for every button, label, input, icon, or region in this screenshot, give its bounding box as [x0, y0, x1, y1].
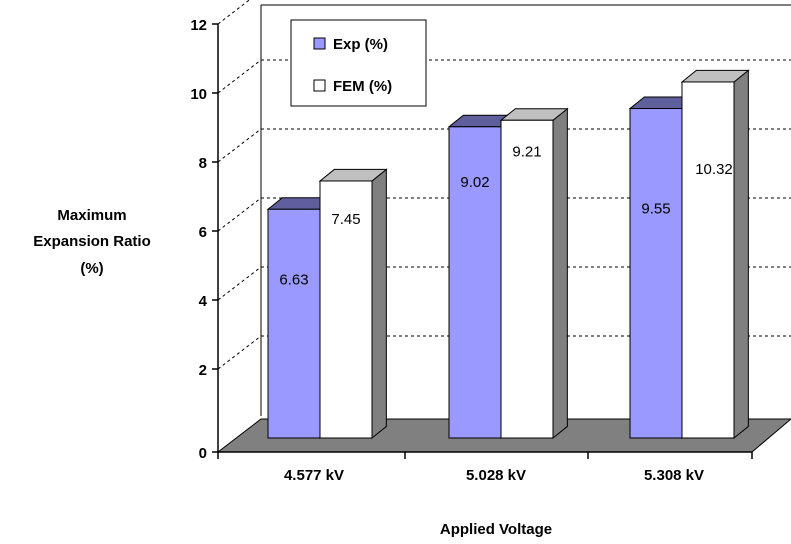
- legend-label-fem: FEM (%): [333, 78, 392, 95]
- y-axis-label-line-3: (%): [80, 260, 103, 277]
- side-gridline: [217, 197, 262, 232]
- legend-swatch-exp: [313, 37, 326, 50]
- bar: [499, 107, 569, 440]
- y-axis: 0 2 4 6 8 10 12: [190, 17, 219, 462]
- bar-front: [500, 119, 554, 439]
- bar-front: [629, 108, 683, 439]
- side-gridline: [217, 0, 251, 25]
- bar-front: [319, 180, 373, 439]
- side-gridline: [217, 128, 262, 163]
- bar-front: [267, 208, 321, 439]
- data-label: 9.02: [460, 174, 489, 191]
- x-tick-label: 5.308 kV: [644, 467, 704, 484]
- y-axis-label-line-1: Maximum: [57, 207, 126, 224]
- data-label: 10.32: [695, 161, 733, 178]
- data-label: 6.63: [279, 271, 308, 288]
- bar: [680, 69, 750, 440]
- data-labels: 6.63 7.45 9.02 9.21 9.55 10.32: [279, 143, 732, 288]
- bar-side: [733, 69, 749, 440]
- bar-front: [681, 81, 735, 439]
- legend-box: [290, 19, 427, 107]
- y-tick-label: 4: [199, 293, 208, 310]
- data-label: 9.55: [641, 201, 670, 218]
- bar-side: [371, 168, 387, 440]
- bars: [266, 69, 750, 440]
- legend: Exp (%) FEM (%): [290, 19, 427, 107]
- y-tick-label: 10: [190, 86, 207, 103]
- legend-swatch-fem: [313, 79, 326, 92]
- y-tick-label: 6: [199, 224, 207, 241]
- y-tick-label: 8: [199, 155, 207, 172]
- side-gridline: [217, 266, 262, 301]
- legend-label-exp: Exp (%): [333, 36, 388, 53]
- y-axis-label-line-2: Expansion Ratio: [33, 233, 151, 250]
- x-tick-label: 5.028 kV: [466, 467, 526, 484]
- side-gridline: [217, 335, 262, 370]
- data-label: 7.45: [331, 211, 360, 228]
- x-axis: 4.577 kV 5.028 kV 5.308 kV: [217, 451, 753, 484]
- y-tick-label: 2: [199, 362, 207, 379]
- bar: [318, 168, 388, 440]
- x-tick-label: 4.577 kV: [284, 467, 344, 484]
- y-tick-label: 0: [199, 445, 207, 462]
- bar-side: [552, 107, 568, 440]
- bar-front: [448, 126, 502, 439]
- side-gridline: [217, 59, 262, 94]
- x-axis-label: Applied Voltage: [440, 521, 552, 538]
- y-tick-label: 12: [190, 17, 207, 34]
- data-label: 9.21: [512, 143, 541, 160]
